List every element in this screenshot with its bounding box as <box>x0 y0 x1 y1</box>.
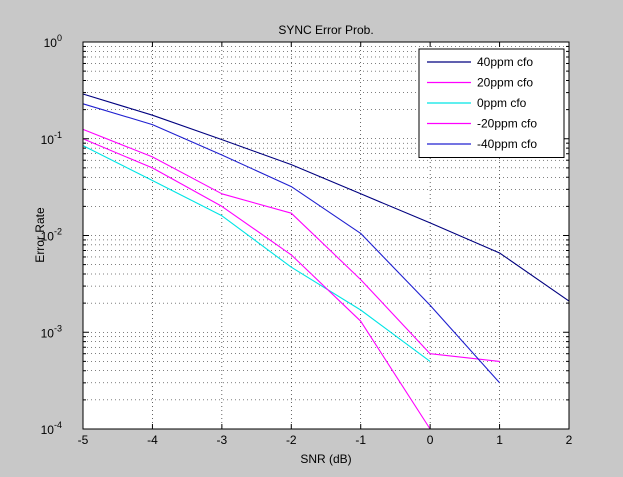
x-tick-label: -3 <box>217 433 228 447</box>
y-tick-label: 100 <box>44 33 62 50</box>
x-tick-label: -1 <box>355 433 366 447</box>
series-line-0 <box>82 93 570 302</box>
x-tick-label: -5 <box>78 433 89 447</box>
x-axis-label: SNR (dB) <box>300 452 351 466</box>
x-tick-label: -4 <box>147 433 158 447</box>
y-tick-label: 10-1 <box>41 130 62 147</box>
y-tick-label: 10-3 <box>41 323 62 340</box>
series-line-4 <box>82 103 501 384</box>
series-line-2 <box>82 145 431 362</box>
legend-label-4: -40ppm cfo <box>477 137 537 151</box>
legend-label-3: -20ppm cfo <box>477 117 537 131</box>
x-tick-label: 0 <box>427 433 434 447</box>
x-tick-label: -2 <box>286 433 297 447</box>
legend-label-1: 20ppm cfo <box>477 76 533 90</box>
legend-label-0: 40ppm cfo <box>477 55 533 69</box>
legend: 40ppm cfo 20ppm cfo 0ppm cfo -20ppm cfo -40p… <box>418 48 565 158</box>
chart-title: SYNC Error Prob. <box>278 23 373 37</box>
y-tick-label: 10-2 <box>41 227 62 244</box>
series-line-3 <box>82 138 431 430</box>
y-tick-label: 10-4 <box>41 420 62 437</box>
x-tick-label: 1 <box>496 433 503 447</box>
axis-ticks: -5 -4 -3 -2 -1 0 1 2 100 10-1 10-2 10-3 10-4 <box>41 33 573 447</box>
series-line-1 <box>82 128 500 362</box>
x-tick-label: 2 <box>566 433 573 447</box>
legend-label-2: 0ppm cfo <box>477 96 527 110</box>
y-axis-label: Error Rate <box>33 207 47 263</box>
grid <box>83 42 569 429</box>
series-lines <box>82 93 570 430</box>
